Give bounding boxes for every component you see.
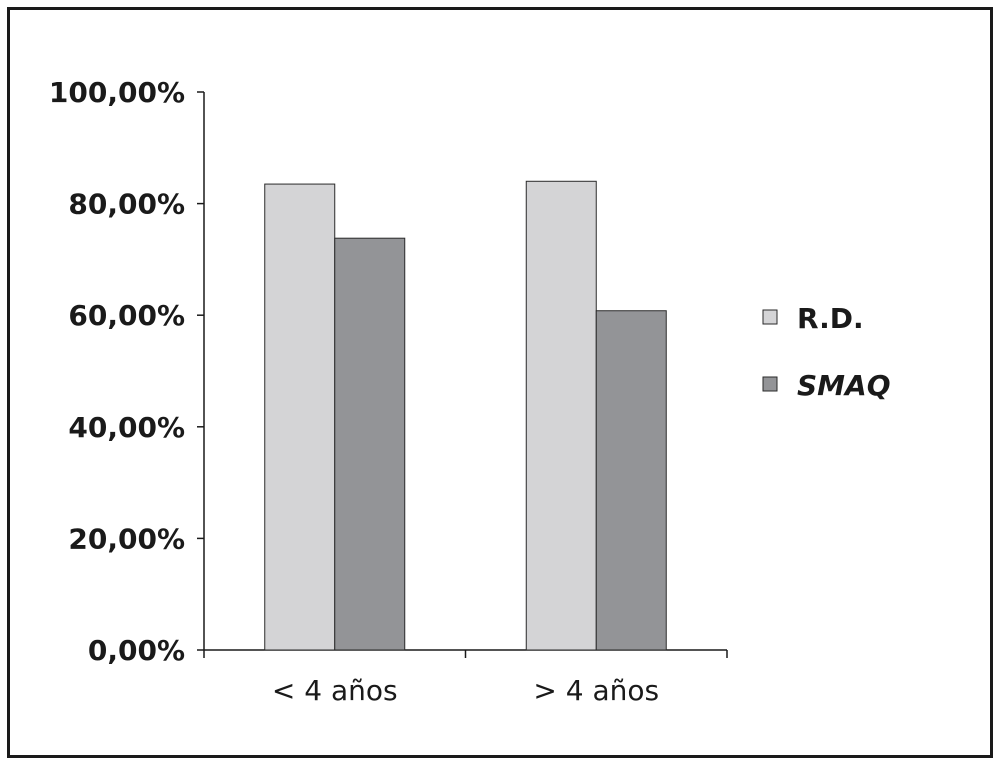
y-tick-label: 60,00%: [68, 299, 185, 332]
y-tick-label: 100,00%: [49, 76, 185, 109]
x-category-label: < 4 años: [272, 674, 398, 707]
chart-frame: [7, 7, 993, 758]
bar: [525, 180, 597, 651]
bars: [264, 180, 667, 651]
y-tick-label: 20,00%: [68, 522, 185, 555]
y-tick-label: 40,00%: [68, 411, 185, 444]
y-tick-label: 80,00%: [68, 188, 185, 221]
legend-label: R.D.: [797, 302, 864, 335]
legend-swatch: [762, 376, 778, 392]
y-tick-label: 0,00%: [88, 634, 185, 667]
bar: [264, 183, 336, 651]
legend: R.D. SMAQ: [762, 302, 891, 402]
bar: [334, 237, 406, 651]
y-axis: 0,00% 20,00% 40,00% 60,00% 80,00% 100,00%: [49, 76, 205, 667]
legend-swatch: [762, 309, 778, 325]
x-axis: < 4 años > 4 años: [203, 649, 728, 707]
legend-label: SMAQ: [797, 369, 891, 402]
x-category-label: > 4 años: [533, 674, 659, 707]
bar: [595, 310, 667, 651]
